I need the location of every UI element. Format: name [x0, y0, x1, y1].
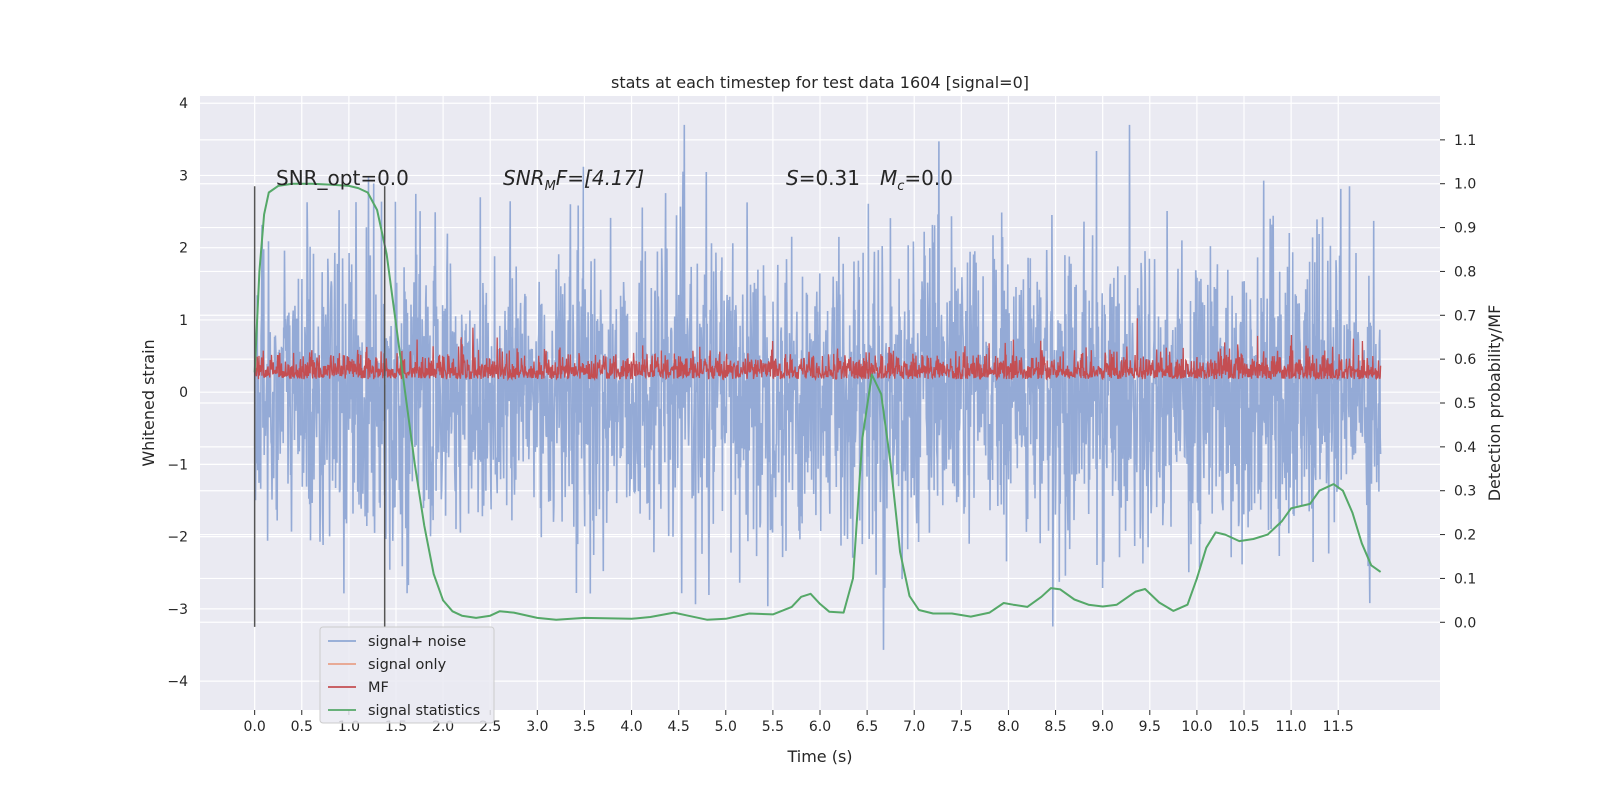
series-signal-noise — [253, 124, 1382, 650]
x-tick-label: 0.5 — [291, 719, 313, 735]
x-tick-label: 6.5 — [856, 719, 878, 735]
legend-label-signal-statistics: signal statistics — [368, 703, 480, 719]
annotation-s-rest: =0.31 — [799, 166, 860, 190]
x-tick-label: 8.0 — [997, 719, 1019, 735]
y-tick-label-right: 0.7 — [1454, 308, 1476, 324]
y-tick-label-right: 1.1 — [1454, 133, 1476, 149]
y-tick-label-left: −1 — [167, 457, 188, 473]
y-axis-label-right: Detection probability/MF — [1485, 305, 1504, 502]
annotation-mc-main: M — [880, 166, 897, 190]
y-axis-label-left: Whitened strain — [139, 339, 158, 466]
y-tick-label-left: 2 — [179, 241, 188, 257]
y-ticks-left: 4 3 2 1 0 −1 −2 −3 −4 — [167, 96, 188, 690]
y-tick-label-left: 0 — [179, 385, 188, 401]
y-tick-label-left: 4 — [179, 96, 188, 112]
legend: signal+ noise signal only MF signal stat… — [319, 626, 495, 724]
x-ticks: 0.0 0.5 1.0 1.5 2.0 2.5 3.0 3.5 4.0 4.5 5.0 5.5 6.0 6… — [244, 710, 1354, 735]
vertical-markers — [253, 186, 386, 627]
y-tick-label-right: 1.0 — [1454, 177, 1476, 193]
x-tick-label: 8.5 — [1044, 719, 1066, 735]
annotation-snr-mf-rest: F=[4.17] — [556, 166, 644, 190]
series-layer — [253, 124, 1382, 650]
x-tick-label: 10.5 — [1228, 719, 1259, 735]
legend-label-signal-noise: signal+ noise — [368, 634, 466, 650]
y-tick-label-left: −4 — [167, 674, 188, 690]
legend-label-mf: MF — [368, 680, 389, 696]
x-tick-label: 9.5 — [1139, 719, 1161, 735]
y-tick-label-right: 0.6 — [1454, 352, 1476, 368]
x-tick-label: 7.5 — [950, 719, 972, 735]
x-tick-label: 9.0 — [1092, 719, 1114, 735]
x-tick-label: 5.5 — [762, 719, 784, 735]
x-tick-label: 3.0 — [526, 719, 548, 735]
annotation-mc-rest: =0.0 — [904, 166, 953, 190]
annotation-s-main: S — [786, 166, 799, 190]
y-tick-label-right: 0.9 — [1454, 221, 1476, 237]
x-tick-label: 4.5 — [668, 719, 690, 735]
y-tick-label-right: 0.2 — [1454, 528, 1476, 544]
x-axis-label: Time (s) — [786, 747, 852, 766]
legend-box — [319, 626, 495, 724]
y-tick-label-left: 3 — [179, 168, 188, 184]
y-ticks-right: 1.1 1.0 0.9 0.8 0.7 0.6 0.5 0.4 0.3 0.2 0.1 0.0 — [1440, 133, 1476, 631]
y-tick-label-right: 0.5 — [1454, 396, 1476, 412]
y-tick-label-left: 1 — [179, 313, 188, 329]
annotation-snr-opt: SNR_opt=0.0 — [276, 166, 409, 190]
y-tick-label-right: 0.3 — [1454, 484, 1476, 500]
y-tick-label-right: 0.8 — [1454, 264, 1476, 280]
y-tick-label-right: 0.1 — [1454, 571, 1476, 587]
y-tick-label-right: 0.0 — [1454, 615, 1476, 631]
annotation-mc: Mc=0.0 — [880, 166, 953, 194]
x-tick-label: 11.0 — [1276, 719, 1307, 735]
x-tick-label: 10.0 — [1181, 719, 1212, 735]
y-tick-label-left: −3 — [167, 602, 188, 618]
x-tick-label: 0.0 — [244, 719, 266, 735]
annotation-snr-mf: SNRMF=[4.17] — [503, 166, 644, 194]
series-mf — [254, 318, 1382, 382]
y-tick-label-left: −2 — [167, 530, 188, 546]
x-tick-label: 3.5 — [573, 719, 595, 735]
x-tick-label: 5.0 — [715, 719, 737, 735]
annotation-snr-mf-sub: M — [545, 179, 556, 194]
annotation-s: S=0.31 — [786, 166, 860, 190]
chart-title: stats at each timestep for test data 160… — [611, 73, 1029, 92]
x-tick-label: 4.0 — [620, 719, 642, 735]
annotation-snr-mf-main: SNR — [503, 166, 545, 190]
x-tick-label: 6.0 — [809, 719, 831, 735]
x-tick-label: 11.5 — [1323, 719, 1354, 735]
x-tick-label: 7.0 — [903, 719, 925, 735]
legend-label-signal-only: signal only — [368, 657, 447, 673]
y-tick-label-right: 0.4 — [1454, 440, 1476, 456]
annotation-mc-sub: c — [897, 179, 904, 194]
series-signal-statistics — [253, 182, 1382, 621]
